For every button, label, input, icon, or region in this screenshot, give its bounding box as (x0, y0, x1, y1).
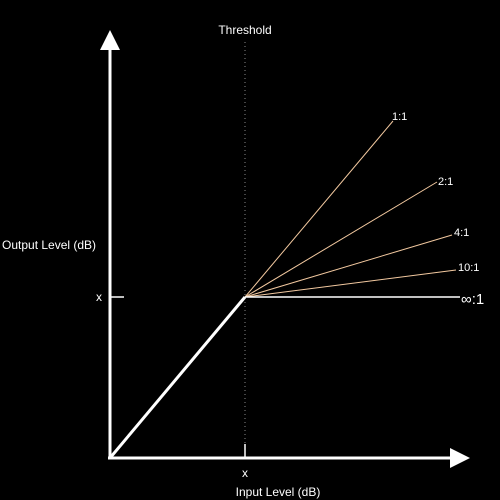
ratio-label-10-1: 10:1 (458, 262, 479, 274)
ratio-lines (244, 120, 460, 298)
y-axis-arrow-icon (100, 30, 120, 50)
ratio-line-2-1 (244, 181, 438, 298)
ratio-line-10-1 (244, 269, 457, 298)
ratio-label-4-1: 4:1 (454, 227, 469, 239)
ratio-label-1-1: 1:1 (392, 111, 407, 123)
threshold-label: Threshold (218, 23, 271, 37)
ratio-label-2-1: 2:1 (438, 176, 453, 188)
linear-segment (108, 296, 247, 459)
y-axis-label: Output Level (dB) (2, 238, 96, 252)
ratio-line-1-1 (244, 120, 394, 298)
ratio-label-infinity-1: ∞:1 (461, 291, 484, 308)
y-threshold-tick-label: x (96, 290, 102, 304)
x-threshold-tick-label: x (242, 466, 248, 480)
x-axis-label: Input Level (dB) (236, 485, 321, 499)
x-axis-arrow-icon (450, 448, 470, 468)
ratio-labels: 1:1 2:1 4:1 10:1 ∞:1 (392, 111, 484, 308)
ratio-line-4-1 (244, 234, 453, 298)
